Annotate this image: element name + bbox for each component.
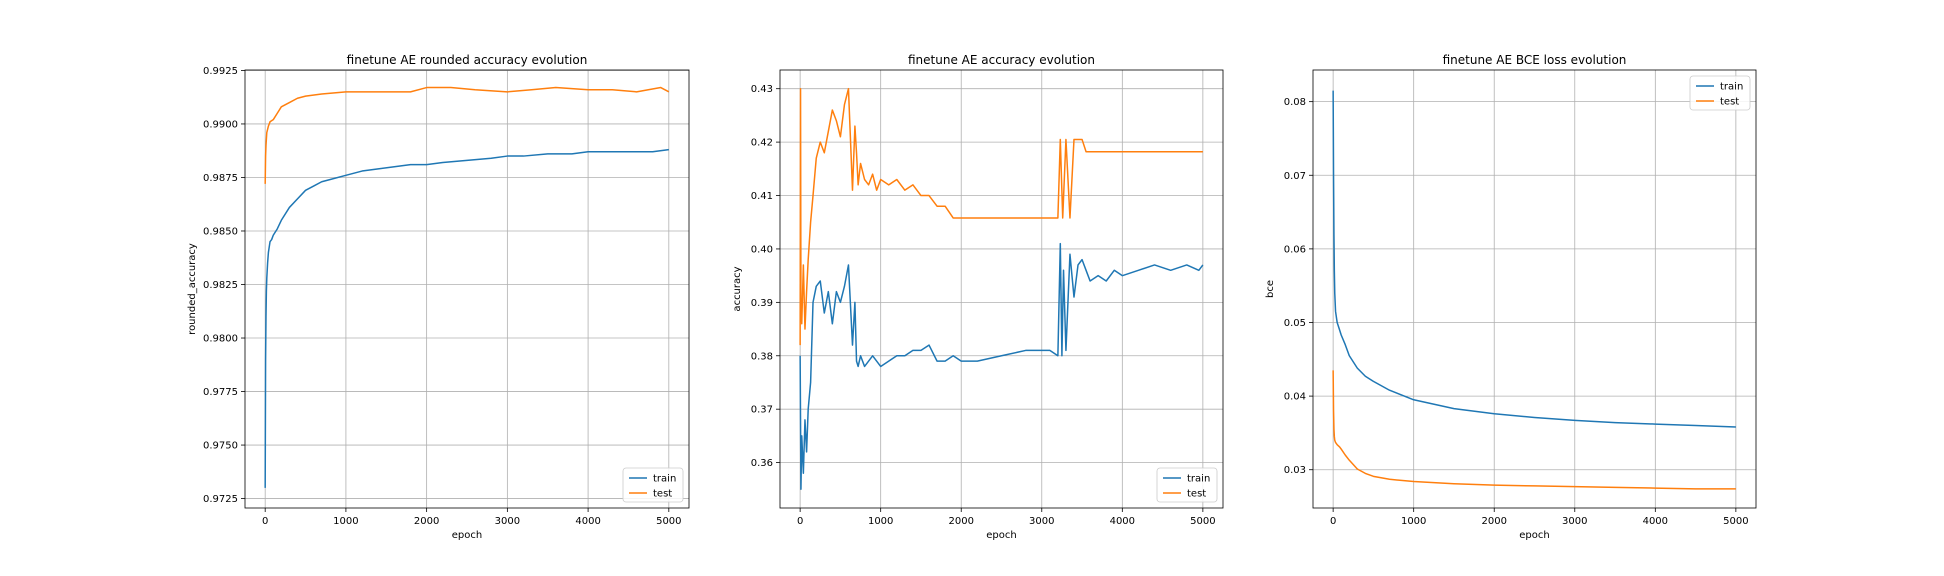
x-tick-label: 0: [1330, 516, 1336, 527]
y-tick-label: 0.41: [751, 191, 773, 202]
chart-title: finetune AE accuracy evolution: [908, 53, 1095, 67]
series-line-train: [264, 148, 669, 488]
chart-title: finetune AE BCE loss evolution: [1443, 53, 1627, 67]
series-line-train: [799, 242, 1204, 491]
y-tick-label: 0.42: [751, 138, 773, 149]
y-tick-label: 0.9725: [203, 494, 238, 505]
y-tick-label: 0.40: [751, 244, 773, 255]
x-tick-label: 0: [797, 516, 803, 527]
legend: train test: [622, 467, 684, 503]
legend-label-train: train: [653, 474, 676, 485]
legend: train test: [1156, 467, 1218, 503]
y-tick-label: 0.36: [751, 458, 773, 469]
y-tick-label: 0.9750: [203, 441, 238, 452]
chart-title: finetune AE rounded accuracy evolution: [347, 53, 588, 67]
x-tick-label: 2000: [414, 516, 439, 527]
y-tick-label: 0.38: [751, 351, 773, 362]
x-axis-label: epoch: [986, 530, 1016, 541]
axes-frame: [244, 69, 690, 509]
x-tick-label: 5000: [1723, 516, 1748, 527]
x-tick-label: 5000: [1190, 516, 1215, 527]
x-tick-label: 0: [262, 516, 268, 527]
y-axis-label: bce: [1265, 280, 1276, 298]
x-tick-label: 1000: [1401, 516, 1426, 527]
legend-label-test: test: [653, 489, 672, 500]
x-tick-label: 3000: [1562, 516, 1587, 527]
series-line-test: [264, 86, 670, 184]
chart-panel-3: 0 1000 2000 3000 4000 5000 0.03 0.04 0.05 0.06 0.0…: [1265, 53, 1757, 541]
x-tick-label: 2000: [1482, 516, 1507, 527]
x-tick-label: 3000: [495, 516, 520, 527]
axes-frame: [779, 69, 1224, 509]
x-tick-label: 4000: [1643, 516, 1668, 527]
y-tick-label: 0.9875: [203, 173, 238, 184]
y-tick-label: 0.06: [1284, 244, 1306, 255]
axes-frame: [1312, 69, 1757, 509]
x-axis-label: epoch: [1519, 530, 1549, 541]
x-tick-label: 3000: [1029, 516, 1054, 527]
y-tick-label: 0.05: [1284, 318, 1306, 329]
y-tick-label: 0.04: [1284, 392, 1306, 403]
y-axis-label: accuracy: [732, 266, 743, 311]
y-tick-label: 0.9825: [203, 280, 238, 291]
y-tick-label: 0.03: [1284, 465, 1306, 476]
y-tick-label: 0.9800: [203, 334, 238, 345]
y-tick-label: 0.9850: [203, 226, 238, 237]
x-axis-label: epoch: [452, 530, 482, 541]
x-tick-label: 4000: [575, 516, 600, 527]
y-tick-label: 0.37: [751, 405, 773, 416]
series-line-test: [1332, 370, 1736, 490]
legend-label-train: train: [1187, 474, 1210, 485]
y-tick-label: 0.43: [751, 84, 773, 95]
y-tick-label: 0.9775: [203, 387, 238, 398]
y-tick-label: 0.9925: [203, 66, 238, 77]
series-line-test: [799, 87, 1203, 346]
chart-panel-2: 0 1000 2000 3000 4000 5000 0.36 0.37 0.38 0.39 0.4…: [732, 53, 1224, 541]
legend-label-test: test: [1187, 489, 1206, 500]
y-tick-label: 0.07: [1284, 171, 1306, 182]
x-tick-label: 4000: [1110, 516, 1135, 527]
y-tick-label: 0.08: [1284, 97, 1306, 108]
y-axis-label: rounded_accuracy: [187, 243, 198, 335]
x-tick-label: 2000: [949, 516, 974, 527]
y-tick-label: 0.9900: [203, 119, 238, 130]
plot-area: [245, 70, 689, 508]
legend: train test: [1689, 75, 1751, 111]
plot-area: [1313, 70, 1756, 508]
x-tick-label: 1000: [868, 516, 893, 527]
series-line-train: [1332, 90, 1736, 428]
legend-label-test: test: [1720, 97, 1739, 108]
x-tick-label: 5000: [656, 516, 681, 527]
chart-panel-1: 0 1000 2000 3000 4000 5000 0.9725 0.9750 0.9775 0…: [187, 53, 690, 541]
legend-label-train: train: [1720, 82, 1743, 93]
x-tick-label: 1000: [333, 516, 358, 527]
plot-area: [780, 70, 1223, 508]
y-tick-label: 0.39: [751, 298, 773, 309]
